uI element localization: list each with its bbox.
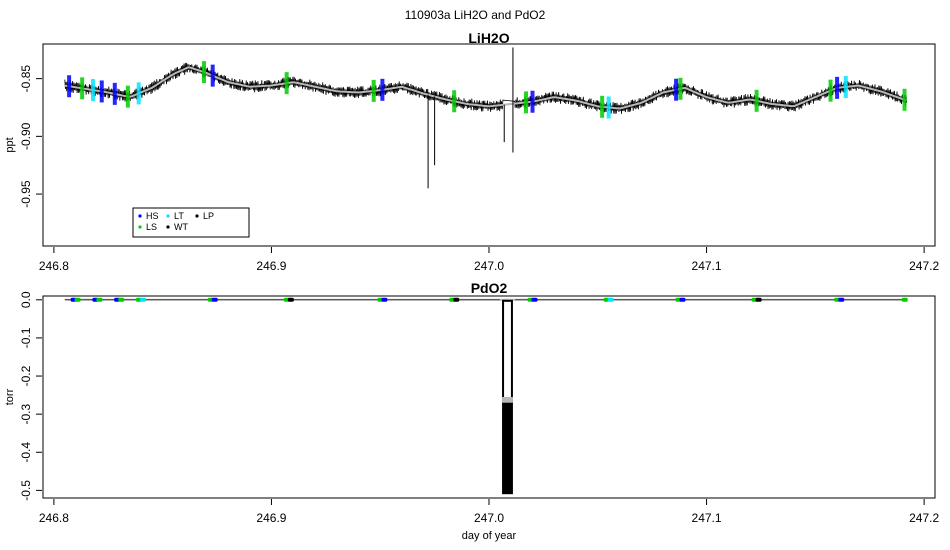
dip-mean-band: [502, 397, 513, 403]
zero-marker: [453, 297, 460, 302]
x-tick-label: 247.0: [474, 259, 504, 273]
calibration-cluster: [125, 85, 130, 108]
zero-marker: [531, 297, 538, 302]
calibration-cluster: [91, 79, 96, 102]
calibration-cluster: [843, 75, 848, 98]
y-axis-label: ppt: [4, 137, 16, 152]
legend-marker: [138, 214, 142, 218]
panel-title: LiH2O: [468, 30, 509, 46]
zero-marker: [118, 297, 125, 302]
dip-gap: [504, 301, 511, 401]
zero-marker: [287, 297, 294, 302]
calibration-cluster: [99, 80, 104, 103]
panel-title: PdO2: [471, 280, 508, 296]
calibration-cluster: [67, 75, 72, 98]
legend-marker: [138, 225, 142, 229]
calibration-cluster: [201, 61, 206, 84]
calibration-cluster: [452, 90, 457, 113]
calibration-cluster: [371, 79, 376, 102]
x-tick-label: 247.2: [909, 259, 939, 273]
x-axis-label: day of year: [462, 530, 517, 542]
y-tick-label: -0.5: [19, 480, 33, 501]
legend-marker: [166, 225, 170, 229]
x-tick-label: 247.1: [692, 511, 722, 525]
calibration-cluster: [380, 78, 385, 101]
x-tick-label: 247.1: [692, 259, 722, 273]
x-tick-label: 246.9: [256, 511, 286, 525]
legend-label: LP: [203, 211, 214, 221]
calibration-cluster: [674, 78, 679, 101]
zero-marker: [381, 297, 388, 302]
y-axis-label: torr: [4, 388, 16, 405]
y-tick-label: -0.85: [19, 65, 33, 93]
calibration-cluster: [678, 77, 683, 100]
zero-marker: [838, 297, 845, 302]
legend-box: [132, 207, 250, 238]
calibration-cluster: [210, 64, 215, 87]
calibration-cluster: [902, 88, 907, 111]
y-tick-label: -0.2: [19, 365, 33, 386]
legend-marker: [166, 214, 170, 218]
x-tick-label: 247.2: [909, 511, 939, 525]
legend-marker: [195, 214, 199, 218]
zero-marker: [679, 297, 686, 302]
y-tick-label: -0.3: [19, 403, 33, 424]
zero-marker: [755, 297, 762, 302]
legend: HS LT LP LS WT: [132, 207, 250, 238]
y-tick-label: 0.0: [19, 291, 33, 308]
calibration-cluster: [600, 95, 605, 118]
calibration-cluster: [530, 90, 535, 113]
calibration-cluster: [112, 82, 117, 105]
zero-marker: [901, 297, 908, 302]
legend-label: HS: [146, 211, 159, 221]
zero-marker: [96, 297, 103, 302]
calibration-cluster: [136, 82, 141, 105]
zero-marker: [607, 297, 614, 302]
calibration-cluster: [606, 96, 611, 119]
figure-title: 110903a LiH2O and PdO2: [405, 8, 546, 22]
x-tick-label: 246.9: [256, 259, 286, 273]
legend-label: WT: [174, 222, 188, 232]
calibration-cluster: [284, 72, 289, 95]
x-tick-label: 247.0: [474, 511, 504, 525]
legend-label: LS: [146, 222, 157, 232]
plot-frame: [42, 295, 936, 499]
y-tick-label: -0.95: [19, 180, 33, 208]
calibration-cluster: [80, 77, 85, 100]
calibration-cluster: [828, 79, 833, 102]
y-tick-label: -0.90: [19, 122, 33, 150]
zero-marker: [211, 297, 218, 302]
y-tick-label: -0.1: [19, 327, 33, 348]
panel-pdo2: PdO2 246.8 246.9 247.0 247.1 247.2 0.0 -0.1 -0.2…: [4, 280, 939, 542]
legend-label: LT: [174, 211, 184, 221]
y-tick-label: -0.4: [19, 442, 33, 463]
calibration-cluster: [523, 91, 528, 114]
calibration-cluster: [835, 76, 840, 99]
x-tick-label: 246.8: [39, 259, 69, 273]
zero-marker: [74, 297, 81, 302]
plot-frame: [42, 43, 936, 247]
zero-marker: [139, 297, 146, 302]
panel-lih2o: LiH2O 246.8 246.9 247.0 247.1 247.2 -0.85 -0.90…: [4, 30, 939, 273]
calibration-cluster: [754, 89, 759, 112]
x-tick-label: 246.8: [39, 511, 69, 525]
